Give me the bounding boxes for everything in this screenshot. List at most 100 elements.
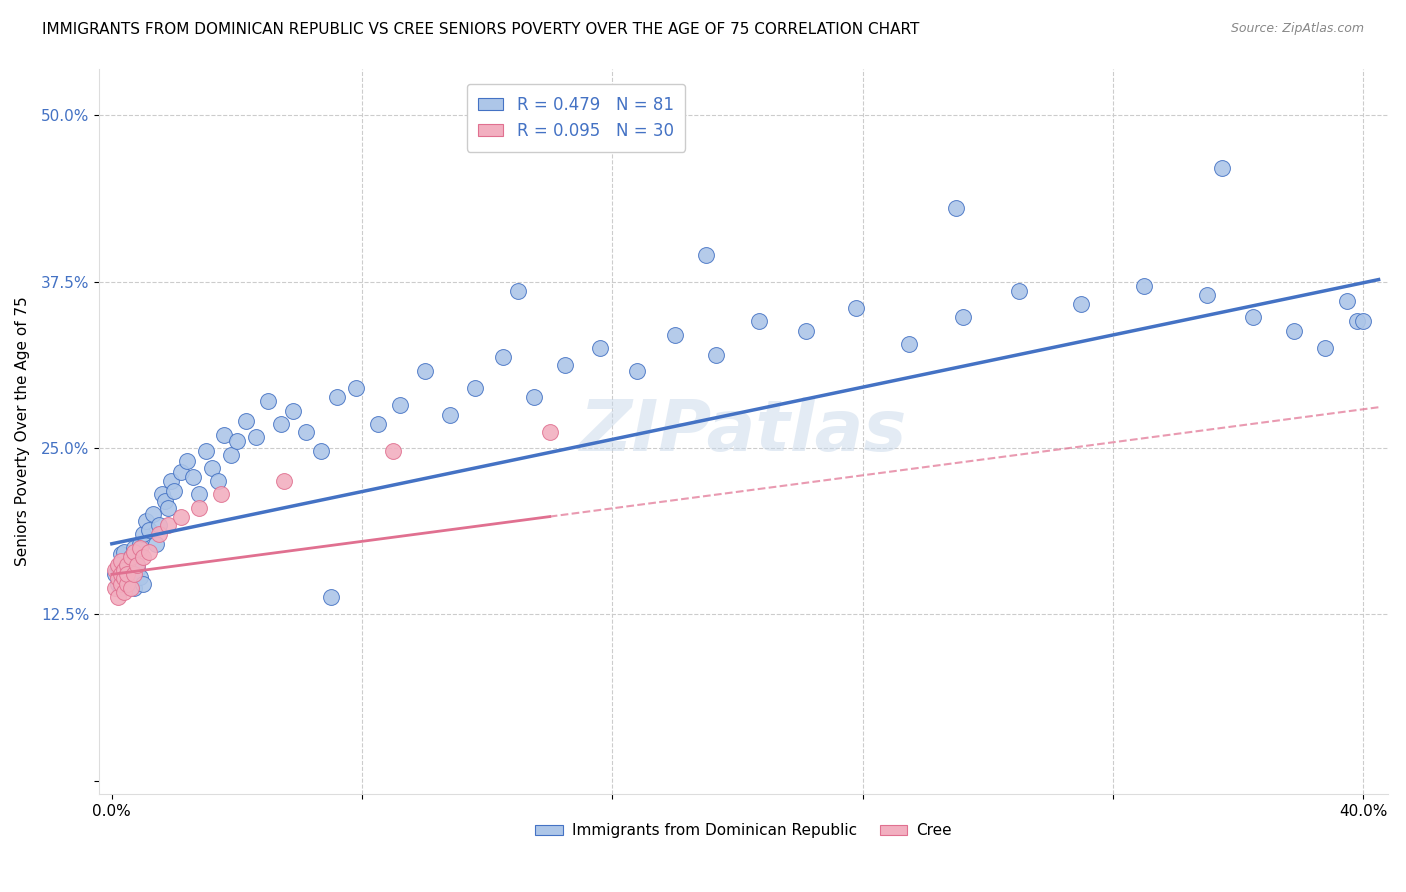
Point <box>110 567 132 582</box>
Point <box>122 581 145 595</box>
Point <box>122 545 145 559</box>
Point <box>148 527 170 541</box>
Point <box>1195 288 1218 302</box>
Legend: Immigrants from Dominican Republic, Cree: Immigrants from Dominican Republic, Cree <box>529 817 959 845</box>
Point <box>117 560 139 574</box>
Point <box>898 337 921 351</box>
Point <box>104 581 127 595</box>
Point <box>110 581 132 595</box>
Point <box>492 351 515 365</box>
Point <box>129 541 152 555</box>
Point <box>129 537 152 551</box>
Point <box>1336 294 1358 309</box>
Point <box>104 563 127 577</box>
Point <box>626 364 648 378</box>
Point <box>120 550 142 565</box>
Point <box>413 364 436 378</box>
Point <box>122 541 145 555</box>
Point <box>112 571 135 585</box>
Point <box>181 470 204 484</box>
Point <box>219 448 242 462</box>
Point <box>326 390 349 404</box>
Point <box>1243 310 1265 325</box>
Point <box>107 560 129 574</box>
Point <box>169 510 191 524</box>
Point <box>122 567 145 582</box>
Point <box>117 558 139 572</box>
Point <box>235 414 257 428</box>
Point <box>344 381 367 395</box>
Point <box>1211 161 1233 176</box>
Point <box>319 590 342 604</box>
Point <box>538 425 561 439</box>
Point <box>110 557 132 571</box>
Point <box>107 558 129 572</box>
Point <box>157 518 180 533</box>
Point <box>169 465 191 479</box>
Point <box>257 394 280 409</box>
Point <box>135 514 157 528</box>
Point <box>148 518 170 533</box>
Point <box>367 417 389 431</box>
Point <box>273 474 295 488</box>
Point <box>112 563 135 577</box>
Point <box>952 310 974 325</box>
Point <box>112 545 135 559</box>
Point <box>112 567 135 582</box>
Point <box>112 584 135 599</box>
Point <box>117 567 139 582</box>
Point <box>120 571 142 585</box>
Point <box>214 427 236 442</box>
Point <box>110 548 132 562</box>
Point <box>1070 297 1092 311</box>
Point <box>382 443 405 458</box>
Point <box>117 576 139 591</box>
Point <box>523 390 546 404</box>
Point <box>138 545 160 559</box>
Point <box>107 571 129 585</box>
Point <box>110 554 132 568</box>
Point <box>311 443 333 458</box>
Point <box>1133 278 1156 293</box>
Point <box>1351 314 1374 328</box>
Point <box>294 425 316 439</box>
Point <box>176 454 198 468</box>
Point <box>439 408 461 422</box>
Point <box>120 550 142 565</box>
Point <box>120 581 142 595</box>
Point <box>150 487 173 501</box>
Text: ZIPatlas: ZIPatlas <box>579 397 907 466</box>
Point <box>201 461 224 475</box>
Point <box>695 248 717 262</box>
Point <box>794 324 817 338</box>
Point <box>188 500 211 515</box>
Point <box>1008 284 1031 298</box>
Point <box>104 567 127 582</box>
Point <box>207 474 229 488</box>
Point <box>270 417 292 431</box>
Point <box>464 381 486 395</box>
Point <box>107 576 129 591</box>
Point <box>163 483 186 498</box>
Point <box>664 327 686 342</box>
Point <box>748 314 770 328</box>
Point <box>1315 341 1337 355</box>
Text: IMMIGRANTS FROM DOMINICAN REPUBLIC VS CREE SENIORS POVERTY OVER THE AGE OF 75 CO: IMMIGRANTS FROM DOMINICAN REPUBLIC VS CR… <box>42 22 920 37</box>
Point <box>704 348 727 362</box>
Point <box>845 301 868 315</box>
Point <box>117 576 139 591</box>
Point <box>1346 314 1368 328</box>
Point <box>141 508 163 522</box>
Point <box>145 537 167 551</box>
Point <box>110 576 132 591</box>
Point <box>245 430 267 444</box>
Text: Source: ZipAtlas.com: Source: ZipAtlas.com <box>1230 22 1364 36</box>
Point <box>160 474 183 488</box>
Point <box>125 563 148 577</box>
Point <box>125 558 148 572</box>
Point <box>129 570 152 584</box>
Point <box>138 524 160 538</box>
Point <box>589 341 612 355</box>
Point <box>157 500 180 515</box>
Point <box>945 202 967 216</box>
